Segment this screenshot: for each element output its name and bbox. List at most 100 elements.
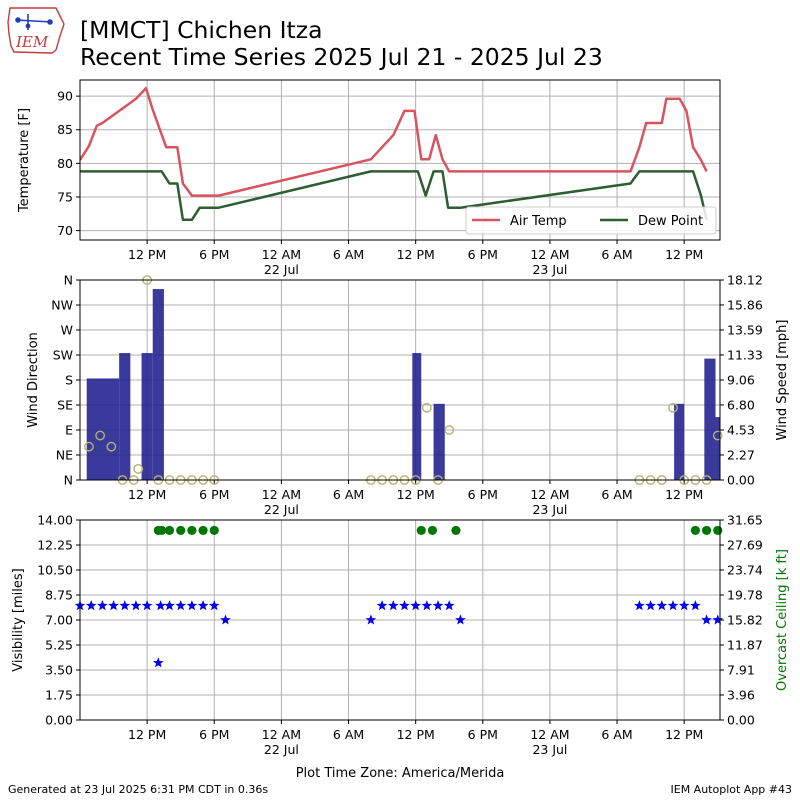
ceiling-point: [701, 525, 712, 536]
iem-logo: IEM: [7, 7, 65, 54]
visibility-point: [455, 614, 466, 625]
x-tick-label: 12 AM: [262, 727, 301, 742]
chart-title: [MMCT] Chichen Itza: [80, 16, 323, 44]
x-tick-label: 12 PM: [128, 247, 166, 262]
x-tick-label: 6 PM: [468, 727, 498, 742]
visibility-point: [155, 600, 166, 611]
x-tick-label: 12 PM: [397, 487, 435, 502]
visibility-point: [634, 600, 645, 611]
x-tick-label: 12 AM: [530, 727, 569, 742]
x-tick-date-label: 22 Jul: [264, 502, 299, 517]
direction-tick-label: SE: [57, 398, 73, 413]
wind-direction-point: [133, 463, 144, 474]
dew-point-line: [80, 170, 708, 222]
x-tick-label: 12 AM: [530, 247, 569, 262]
x-tick-label: 6 AM: [601, 247, 632, 262]
x-tick-date-label: 23 Jul: [532, 502, 567, 517]
visibility-point: [164, 600, 175, 611]
temperature-axis-label: Temperature [F]: [17, 108, 32, 213]
ceiling-tick-label: 3.96: [727, 687, 755, 702]
ceiling-axis-label: Overcast Ceiling [k ft]: [775, 549, 790, 691]
wind-direction-point: [106, 441, 117, 452]
visibility-tick-label: 10.50: [37, 563, 73, 578]
x-tick-label: 6 AM: [333, 487, 364, 502]
visibility-point: [141, 600, 153, 611]
ceiling-point: [198, 525, 208, 536]
legend-label: Dew Point: [638, 214, 703, 229]
direction-tick-label: W: [61, 323, 73, 338]
wind-speed-axis-label: Wind Speed [mph]: [775, 320, 790, 441]
visibility-point: [85, 600, 97, 611]
visibility-point: [365, 614, 377, 625]
axes-frame: [79, 279, 721, 481]
y-tick-label: 90: [57, 89, 73, 104]
x-tick-label: 6 AM: [333, 247, 364, 262]
visibility-point: [197, 600, 209, 611]
wind-direction-axis-label: Wind Direction: [26, 332, 41, 428]
visibility-point: [712, 614, 724, 625]
wind-speed-bar: [119, 353, 131, 480]
ceiling-tick-label: 23.74: [727, 562, 763, 577]
visibility-point: [645, 600, 656, 611]
visibility-tick-label: 5.25: [45, 638, 73, 653]
visibility-point: [220, 614, 231, 625]
ceiling-point: [416, 525, 426, 536]
wind-direction-point: [84, 441, 94, 452]
x-tick-date-label: 22 Jul: [264, 262, 299, 277]
direction-tick-label: NE: [56, 448, 73, 463]
x-tick-label: 12 AM: [262, 487, 301, 502]
x-axis-label: Plot Time Zone: America/Merida: [296, 766, 505, 780]
wind-direction-point: [421, 402, 432, 413]
x-tick-label: 6 PM: [199, 247, 229, 262]
speed-tick-label: 11.33: [727, 347, 763, 362]
x-tick-label: 12 PM: [128, 487, 166, 502]
wind-direction-point: [712, 430, 723, 441]
visibility-tick-label: 8.75: [45, 588, 73, 603]
direction-tick-label: E: [65, 423, 73, 438]
axes-frame: [79, 519, 721, 721]
visibility-point: [175, 600, 186, 611]
visibility-point: [130, 600, 142, 611]
visibility-tick-label: 3.50: [45, 663, 73, 678]
ceiling-point: [209, 525, 219, 536]
ceiling-point: [713, 525, 723, 536]
wind-speed-bar: [152, 289, 164, 480]
direction-tick-label: SW: [53, 348, 73, 363]
x-tick-label: 6 AM: [601, 487, 632, 502]
visibility-point: [421, 600, 433, 611]
ceiling-point: [176, 525, 186, 536]
y-tick-label: 70: [57, 223, 73, 238]
ceiling-point: [157, 525, 167, 536]
x-tick-label: 12 AM: [262, 247, 301, 262]
ceiling-tick-label: 31.65: [727, 513, 763, 528]
direction-tick-label: NW: [51, 298, 73, 313]
legend-box: [465, 206, 717, 235]
ceiling-point: [187, 525, 197, 536]
visibility-point: [678, 600, 690, 611]
visibility-point: [153, 657, 164, 668]
ceiling-tick-label: 7.91: [727, 663, 755, 678]
wind-speed-bar: [433, 403, 445, 480]
ceiling-tick-label: 19.78: [727, 588, 763, 603]
wind-speed-bar: [674, 403, 685, 480]
wind-speed-bar: [412, 353, 422, 480]
visibility-tick-label: 14.00: [37, 513, 73, 528]
speed-tick-label: 13.59: [727, 323, 763, 338]
x-tick-label: 6 PM: [199, 727, 229, 742]
wind-direction-point: [444, 425, 455, 435]
visibility-tick-label: 7.00: [45, 613, 73, 628]
visibility-tick-label: 0.00: [45, 713, 73, 728]
wind-speed-bar: [141, 353, 153, 480]
chart-subtitle: Recent Time Series 2025 Jul 21 - 2025 Ju…: [80, 43, 603, 71]
visibility-axis-label: Visibility [miles]: [11, 568, 26, 671]
wind-direction-point: [668, 402, 678, 413]
visibility-point: [667, 600, 679, 611]
visibility-tick-label: 12.25: [37, 538, 73, 553]
visibility-point: [690, 600, 701, 611]
direction-tick-label: N: [64, 473, 73, 488]
footer-app-id: IEM Autoplot App #43: [670, 783, 793, 796]
visibility-point: [388, 600, 399, 611]
visibility-point: [410, 600, 421, 611]
